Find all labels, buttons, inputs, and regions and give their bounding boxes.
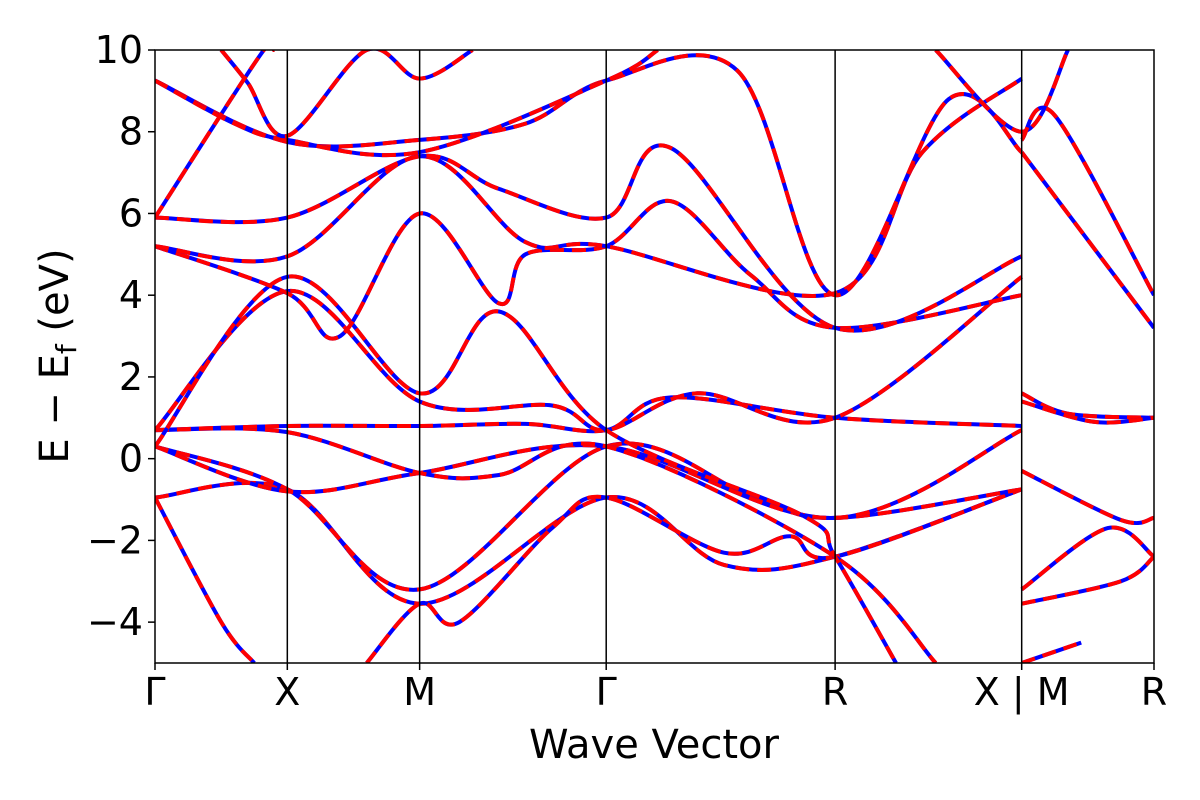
x-tick-label: Γ <box>596 670 617 714</box>
band-line-red <box>155 199 1023 341</box>
x-axis-title: Wave Vector <box>529 722 780 768</box>
band-line-red <box>155 496 256 663</box>
y-axis: −4 −2 0 2 4 6 8 10 <box>87 28 155 644</box>
y-axis-title-subscript: f <box>50 343 83 354</box>
y-tick-label: 0 <box>119 437 143 481</box>
band-line-red <box>1020 525 1154 592</box>
x-tick-label: X <box>274 670 300 714</box>
band-line-blue <box>1020 105 1154 297</box>
kpoint-lines <box>286 50 1023 663</box>
band-line-red <box>1021 640 1082 663</box>
y-tick-label: 2 <box>119 355 143 399</box>
x-tick-label: R <box>822 670 848 714</box>
band-line-blue <box>155 143 1023 333</box>
plot-frame <box>154 49 1155 664</box>
band-line-red <box>219 50 474 139</box>
band-line-blue <box>219 50 474 139</box>
y-tick-label: −4 <box>87 600 143 644</box>
y-tick-label: 10 <box>95 28 143 72</box>
y-tick-label: −2 <box>87 518 143 562</box>
x-tick-label: Γ <box>144 670 165 714</box>
y-axis-title-unit: (eV) <box>32 248 78 344</box>
band-line-blue <box>155 76 1023 299</box>
band-line-blue <box>155 53 1024 298</box>
band-line-blue <box>155 275 1023 433</box>
x-tick-label: M <box>403 670 436 714</box>
band-line-blue <box>1021 555 1154 606</box>
band-line-red <box>1020 469 1154 526</box>
band-line-blue <box>155 441 1023 592</box>
y-tick-label: 6 <box>119 191 143 235</box>
band-line-red <box>1020 150 1154 330</box>
band-line-red <box>155 76 1023 299</box>
band-line-red <box>1021 399 1154 425</box>
x-tick-label: R <box>1141 670 1167 714</box>
bands-layer <box>155 50 1154 663</box>
y-axis-title-main: E − E <box>32 354 78 464</box>
band-line-blue <box>1020 469 1154 526</box>
band-line-red <box>1021 555 1154 606</box>
band-line-red <box>365 487 1023 663</box>
band-line-red <box>155 275 1023 433</box>
y-tick-label: 8 <box>119 110 143 154</box>
band-line-red <box>1020 391 1154 420</box>
band-line-red <box>155 441 1023 592</box>
band-line-red <box>155 274 898 663</box>
y-tick-label: 4 <box>119 273 143 317</box>
x-tick-label: X | M <box>974 670 1070 715</box>
band-line-red <box>1020 105 1154 297</box>
band-line-red <box>155 50 277 219</box>
band-line-blue <box>155 50 277 219</box>
band-line-red <box>155 480 1023 606</box>
band-line-blue <box>155 426 938 663</box>
x-axis: Γ X M Γ R X | M R <box>144 663 1167 715</box>
y-axis-title: E − Ef (eV) <box>32 248 83 463</box>
band-line-blue <box>365 487 1023 663</box>
band-line-red <box>155 143 1023 333</box>
band-line-red <box>155 53 1024 298</box>
